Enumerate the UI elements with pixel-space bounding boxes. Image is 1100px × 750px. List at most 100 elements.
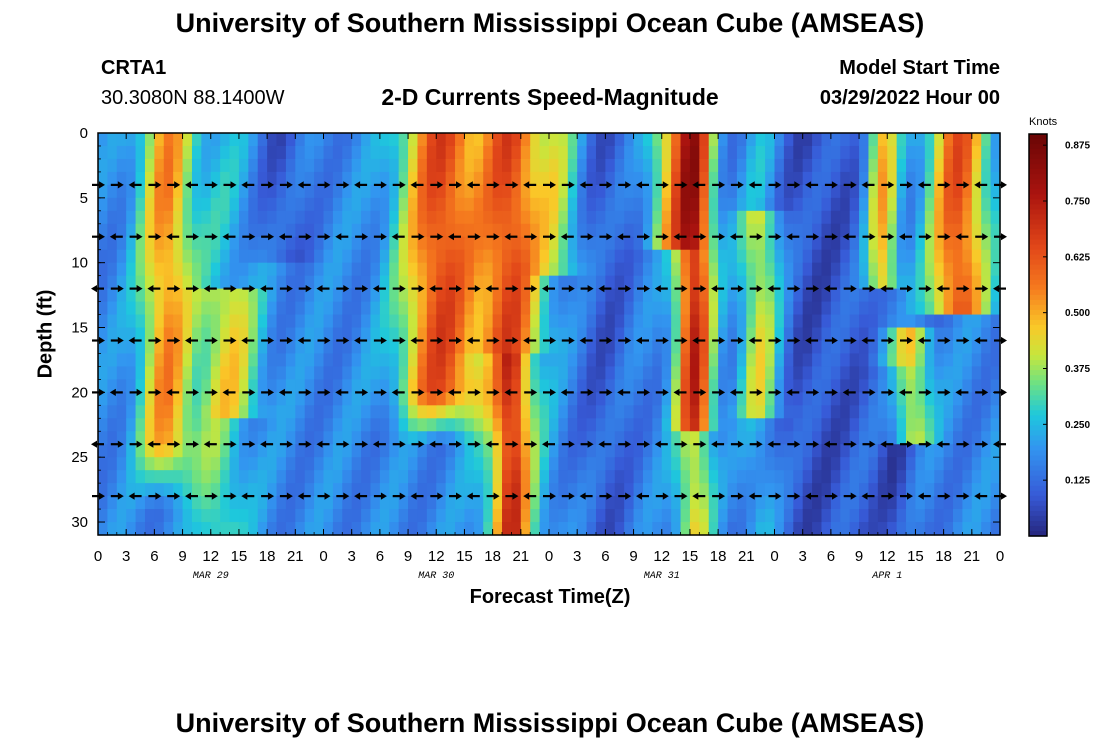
heatmap-cell — [304, 249, 315, 264]
heatmap-cell — [633, 314, 644, 329]
heatmap-cell — [614, 522, 625, 536]
current-arrow — [842, 388, 856, 396]
heatmap-cell — [971, 249, 982, 264]
current-arrow — [994, 336, 1007, 345]
x-tick-label: 0 — [770, 548, 778, 565]
heatmap-cell — [868, 470, 879, 484]
current-arrow — [543, 336, 556, 345]
heatmap-cell — [755, 522, 766, 536]
heatmap-cell — [877, 262, 888, 277]
heatmap-cell — [595, 418, 606, 432]
heatmap-cell — [135, 509, 146, 523]
heatmap-cell — [783, 327, 794, 342]
heatmap-cell — [229, 496, 240, 510]
heatmap-cell — [962, 314, 973, 329]
heatmap-cell — [445, 145, 456, 160]
heatmap-cell — [426, 457, 437, 471]
heatmap-cell — [549, 353, 559, 368]
heatmap-cell — [502, 171, 513, 186]
heatmap-cell — [774, 314, 785, 329]
heatmap-cell — [671, 249, 682, 264]
heatmap-cell — [210, 483, 221, 497]
heatmap-cell — [680, 327, 691, 342]
heatmap-cell — [314, 314, 325, 329]
current-arrow — [129, 233, 143, 241]
heatmap-cell — [107, 210, 118, 225]
heatmap-cell — [981, 431, 992, 445]
heatmap-cell — [962, 236, 973, 251]
current-arrow — [730, 181, 744, 189]
heatmap-cell — [473, 197, 484, 212]
heatmap-cell — [962, 509, 973, 523]
heatmap-cell — [436, 249, 447, 264]
heatmap-cell — [351, 197, 362, 212]
heatmap-cell — [502, 288, 513, 303]
heatmap-cell — [577, 275, 588, 290]
colorbar-segment — [1029, 475, 1047, 482]
colorbar-segment — [1029, 254, 1047, 261]
heatmap-cell — [408, 366, 419, 380]
heatmap-cell — [821, 262, 832, 277]
heatmap-cell — [135, 522, 146, 536]
heatmap-cell — [539, 405, 550, 419]
heatmap-cell — [718, 314, 729, 329]
heatmap-cell — [736, 210, 747, 225]
heatmap-cell — [793, 457, 804, 471]
heatmap-cell — [549, 470, 559, 484]
heatmap-cell — [896, 379, 907, 393]
current-arrow — [862, 440, 876, 448]
heatmap-cell — [285, 522, 296, 536]
heatmap-cell — [671, 223, 682, 238]
heatmap-cell — [220, 405, 231, 419]
heatmap-cell — [342, 249, 353, 264]
heatmap-cell — [661, 133, 672, 147]
heatmap-cell — [671, 379, 682, 393]
day-label: MAR 30 — [418, 571, 454, 582]
heatmap-cell — [680, 158, 691, 173]
heatmap-cell — [971, 470, 982, 484]
current-arrow — [204, 181, 218, 189]
heatmap-cell — [614, 145, 625, 160]
heatmap-cell — [436, 197, 447, 212]
heatmap-cell — [445, 327, 456, 342]
heatmap-cell — [896, 340, 907, 355]
heatmap-cell — [802, 262, 813, 277]
heatmap-cell — [624, 288, 635, 303]
current-arrow — [222, 388, 236, 396]
heatmap-cell — [971, 210, 982, 225]
heatmap-cell — [295, 470, 306, 484]
heatmap-cell — [906, 327, 917, 342]
heatmap-cell — [718, 223, 729, 238]
heatmap-cell — [558, 210, 569, 225]
heatmap-cell — [887, 314, 898, 329]
heatmap-cell — [116, 184, 127, 199]
x-tick-label: 18 — [935, 548, 952, 565]
heatmap-cell — [229, 197, 240, 212]
heatmap-cell — [793, 210, 804, 225]
heatmap-cell — [248, 133, 259, 147]
heatmap-cell — [718, 457, 729, 471]
heatmap-cell — [671, 262, 682, 277]
heatmap-cell — [229, 210, 240, 225]
heatmap-cell — [361, 457, 372, 471]
heatmap-cell — [605, 197, 616, 212]
heatmap-cell — [267, 184, 278, 199]
heatmap-cell — [906, 470, 917, 484]
heatmap-cell — [154, 444, 165, 458]
heatmap-cell — [191, 509, 202, 523]
heatmap-cell — [558, 522, 569, 536]
heatmap-cell — [332, 379, 343, 393]
current-arrow — [467, 285, 481, 293]
colorbar-segment — [1029, 360, 1047, 366]
heatmap-cell — [549, 184, 559, 199]
heatmap-cell — [304, 275, 315, 290]
heatmap-cell — [285, 509, 296, 523]
heatmap-cell — [464, 392, 475, 406]
current-arrow — [128, 492, 142, 500]
heatmap-cell — [699, 314, 710, 329]
heatmap-cell — [774, 145, 785, 160]
heatmap-cell — [426, 249, 437, 264]
heatmap-cell — [502, 444, 513, 458]
heatmap-cell — [859, 133, 870, 147]
heatmap-cell — [962, 392, 973, 406]
